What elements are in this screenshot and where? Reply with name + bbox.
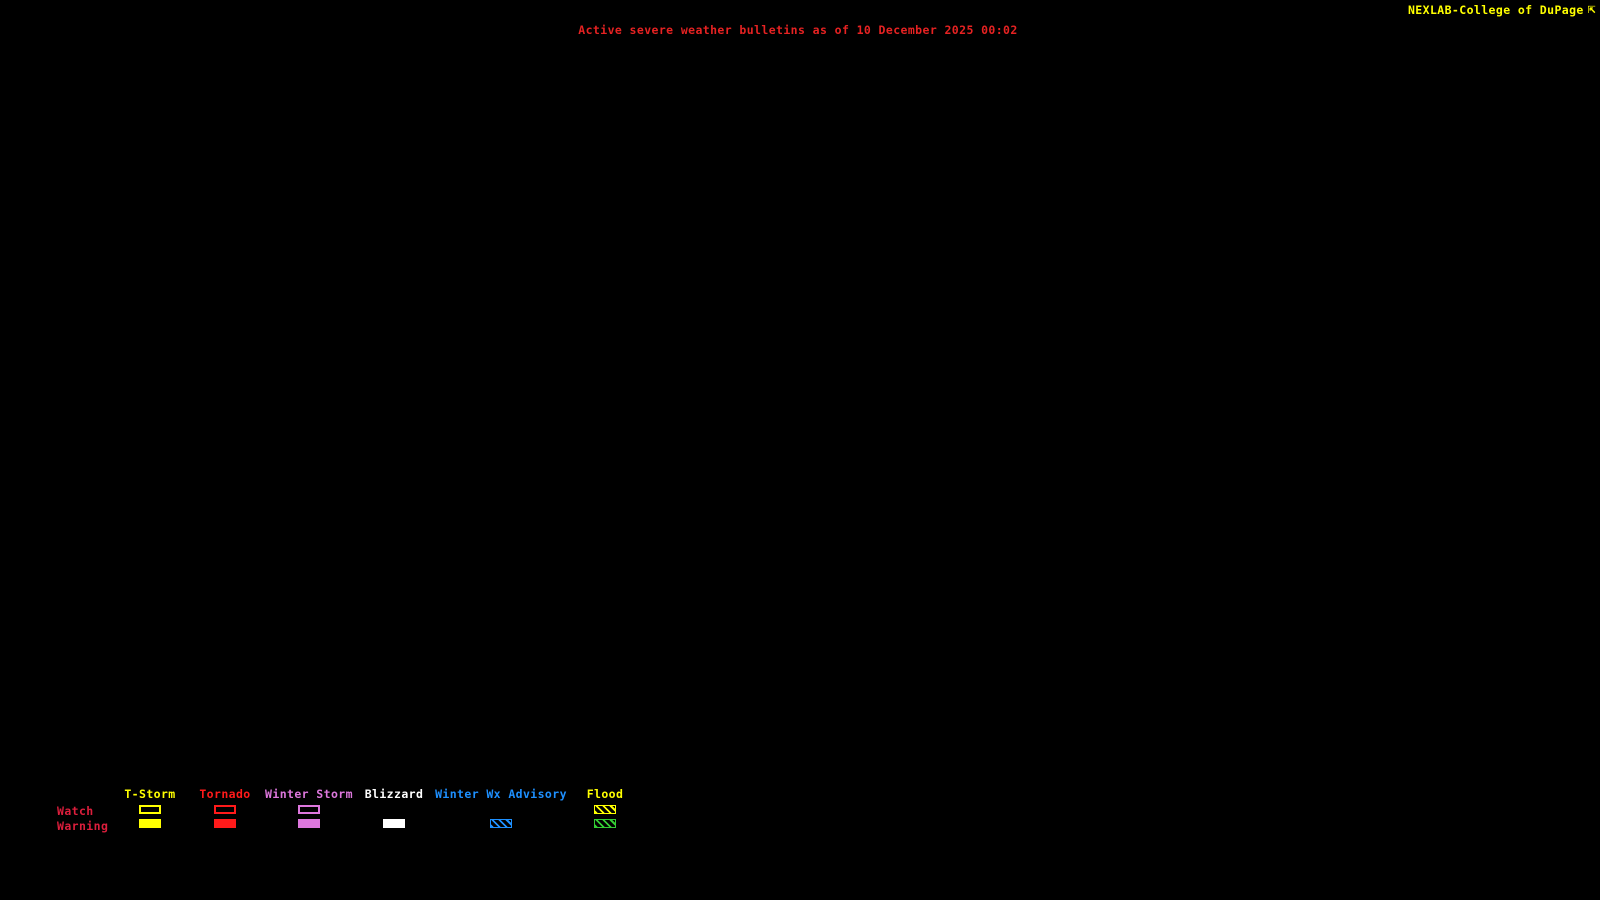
- legend-column-label: Blizzard: [364, 787, 424, 801]
- legend-column-flood: Flood: [520, 787, 690, 828]
- warning-swatch: [139, 819, 161, 828]
- watch-swatch: [214, 805, 236, 814]
- legend-column-tornado: Tornado: [140, 787, 310, 828]
- legend-watch-label: Watch: [57, 804, 94, 818]
- legend-column-winter-wx-advisory: Winter Wx Advisory: [416, 787, 586, 828]
- legend: Watch Warning T-Storm Tornado Winter Storm…: [0, 788, 700, 838]
- legend-column-t-storm: T-Storm: [65, 787, 235, 828]
- legend-column-label: Tornado: [199, 787, 251, 801]
- nw-arrow-to-corner-icon: ⇱: [1587, 2, 1596, 17]
- warning-swatch: [298, 819, 320, 828]
- brand-link[interactable]: NEXLAB-College of DuPage ⇱: [1408, 3, 1596, 17]
- brand-label: NEXLAB-College of DuPage: [1407, 3, 1584, 17]
- watch-swatch: [139, 805, 161, 814]
- legend-column-label: Flood: [586, 787, 624, 801]
- legend-column-label: T-Storm: [124, 787, 176, 801]
- legend-column-label: Winter Wx Advisory: [435, 787, 567, 801]
- watch-swatch: [298, 805, 320, 814]
- warning-swatch: [214, 819, 236, 828]
- legend-column-blizzard: Blizzard: [309, 787, 479, 828]
- watch-swatch: [594, 805, 616, 814]
- page-title: Active severe weather bulletins as of 10…: [578, 23, 1018, 37]
- warning-swatch: [490, 819, 512, 828]
- legend-warning-label: Warning: [57, 819, 109, 833]
- legend-column-winter-storm: Winter Storm: [224, 787, 394, 828]
- warning-swatch: [383, 819, 405, 828]
- legend-column-label: Winter Storm: [265, 787, 353, 801]
- warning-swatch: [594, 819, 616, 828]
